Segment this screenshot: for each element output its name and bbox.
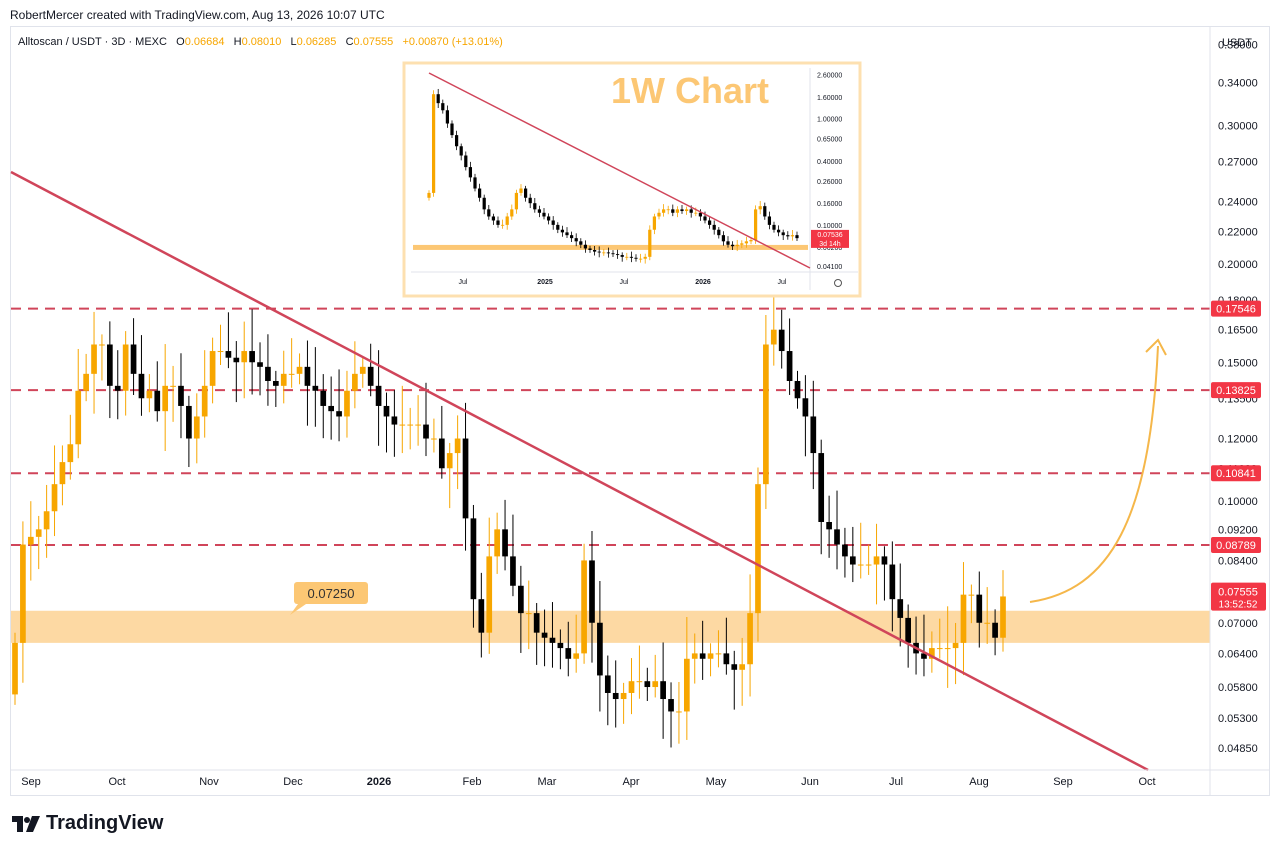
- open-value: 0.06684: [184, 36, 225, 48]
- chart-attribution: RobertMercer created with TradingView.co…: [10, 8, 385, 22]
- low-label: L: [290, 36, 297, 48]
- chart-frame: [10, 26, 1270, 796]
- symbol-name[interactable]: Alltoscan / USDT · 3D · MEXC: [18, 36, 167, 48]
- close-label: C: [345, 36, 354, 48]
- tradingview-logo-icon: [12, 815, 40, 832]
- high-value: 0.08010: [241, 36, 282, 48]
- high-label: H: [233, 36, 242, 48]
- open-label: O: [176, 36, 185, 48]
- brand-name: TradingView: [46, 812, 164, 834]
- symbol-legend: Alltoscan / USDT · 3D · MEXC O0.06684 H0…: [18, 36, 503, 48]
- close-value: 0.07555: [353, 36, 394, 48]
- low-value: 0.06285: [296, 36, 337, 48]
- tradingview-logo: TradingView: [12, 812, 163, 835]
- change-value: +0.00870 (+13.01%): [402, 36, 503, 48]
